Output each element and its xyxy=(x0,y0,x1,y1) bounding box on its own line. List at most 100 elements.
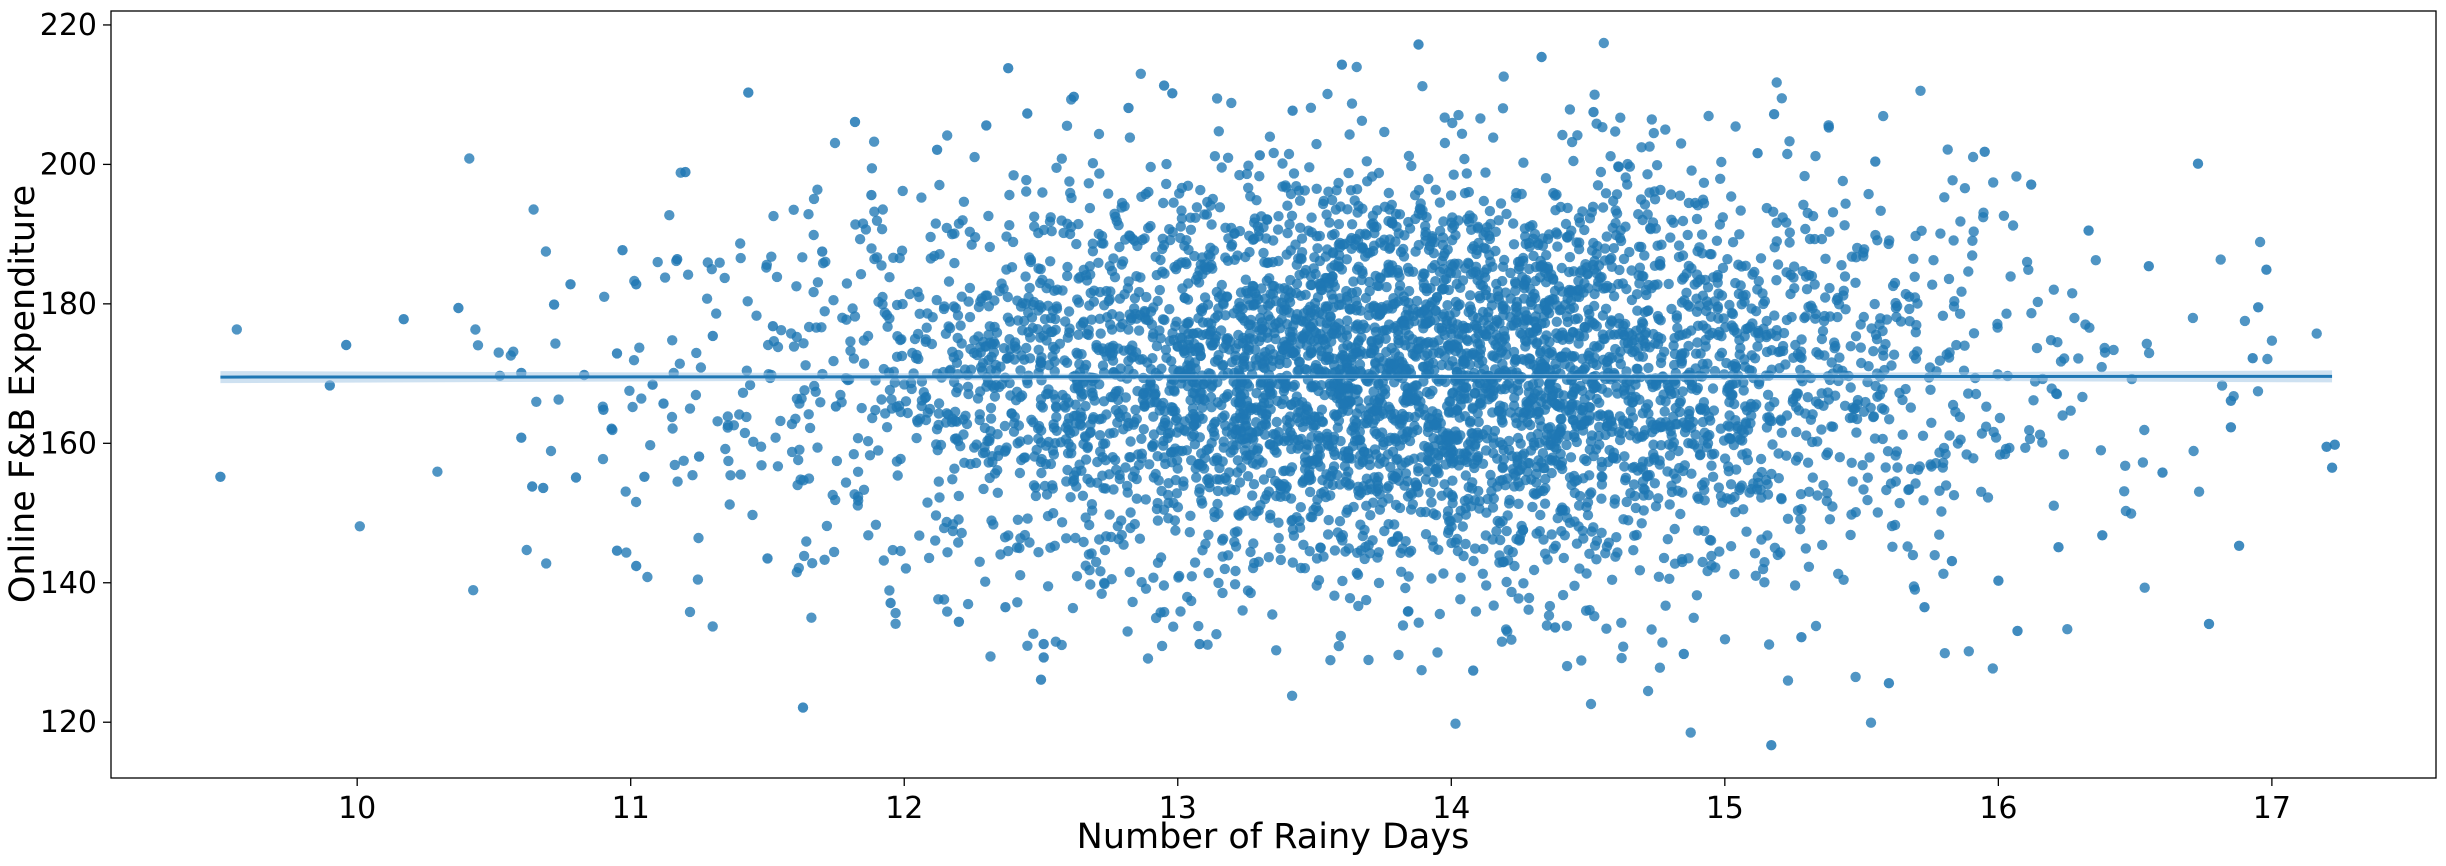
scatter-point xyxy=(682,269,694,280)
scatter-point xyxy=(1311,183,1322,194)
scatter-point xyxy=(953,490,964,502)
scatter-point xyxy=(1062,270,1073,282)
scatter-point xyxy=(1516,420,1527,431)
scatter-point xyxy=(947,519,959,530)
scatter-point xyxy=(1662,534,1674,545)
scatter-point xyxy=(541,558,552,569)
scatter-point xyxy=(1704,329,1715,341)
scatter-point xyxy=(1832,363,1844,375)
scatter-point xyxy=(1801,284,1813,295)
scatter-point xyxy=(1618,641,1629,652)
scatter-point xyxy=(987,456,998,468)
scatter-point xyxy=(1390,236,1401,247)
scatter-point xyxy=(895,545,906,557)
scatter-point xyxy=(2005,271,2016,282)
scatter-point xyxy=(1647,419,1658,431)
scatter-point xyxy=(1242,585,1254,596)
scatter-point xyxy=(1817,325,1829,337)
scatter-point xyxy=(1168,497,1179,509)
scatter-point xyxy=(1226,97,1237,109)
scatter-point xyxy=(1109,388,1121,399)
scatter-point xyxy=(1557,129,1568,141)
scatter-point xyxy=(958,196,970,207)
scatter-point xyxy=(1417,271,1428,283)
scatter-point xyxy=(1518,412,1529,423)
scatter-point xyxy=(1335,435,1346,447)
scatter-point xyxy=(1877,344,1889,356)
scatter-point xyxy=(1344,129,1355,140)
scatter-point xyxy=(1782,148,1793,160)
scatter-point xyxy=(1543,610,1555,621)
scatter-point xyxy=(1355,366,1366,377)
scatter-point xyxy=(1450,718,1461,729)
scatter-point xyxy=(1263,382,1274,394)
scatter-point xyxy=(1525,445,1537,456)
scatter-point xyxy=(1286,462,1298,473)
scatter-point xyxy=(1905,402,1917,413)
scatter-point xyxy=(1699,427,1710,438)
scatter-point xyxy=(2193,486,2205,497)
scatter-point xyxy=(1918,495,1929,506)
scatter-point xyxy=(1321,332,1333,343)
scatter-point xyxy=(1038,224,1050,236)
scatter-point xyxy=(1226,429,1238,440)
scatter-point xyxy=(1122,626,1133,637)
scatter-point xyxy=(1616,617,1627,628)
scatter-point xyxy=(722,411,733,422)
scatter-point xyxy=(1959,183,1971,194)
scatter-point xyxy=(974,409,985,420)
scatter-point xyxy=(985,413,997,424)
scatter-point xyxy=(1168,621,1179,632)
scatter-point xyxy=(1776,494,1787,505)
scatter-point xyxy=(1791,426,1802,438)
scatter-point xyxy=(1265,404,1276,415)
scatter-point xyxy=(866,163,878,174)
scatter-point xyxy=(1564,251,1576,263)
scatter-point xyxy=(1410,213,1421,225)
scatter-point xyxy=(1351,184,1363,195)
scatter-point xyxy=(737,387,749,398)
scatter-point xyxy=(751,310,762,321)
scatter-point xyxy=(930,535,941,546)
scatter-point xyxy=(1093,228,1105,240)
scatter-point xyxy=(1315,284,1327,295)
scatter-point xyxy=(1561,660,1573,672)
scatter-point xyxy=(828,355,839,367)
scatter-point xyxy=(1357,530,1369,542)
scatter-point xyxy=(2216,380,2228,391)
scatter-point xyxy=(847,303,858,314)
scatter-point xyxy=(1428,248,1440,259)
scatter-point xyxy=(1164,335,1176,347)
scatter-point xyxy=(1455,594,1466,605)
scatter-point xyxy=(1824,514,1836,525)
scatter-point xyxy=(1882,446,1894,457)
scatter-point xyxy=(1131,413,1143,425)
scatter-point xyxy=(1798,199,1809,210)
scatter-point xyxy=(1800,543,1812,554)
scatter-point xyxy=(1351,567,1363,579)
scatter-point xyxy=(1098,483,1109,494)
scatter-point xyxy=(886,394,897,405)
scatter-point xyxy=(1874,319,1885,330)
scatter-point xyxy=(1712,277,1723,288)
scatter-point xyxy=(1060,402,1071,413)
scatter-point xyxy=(1697,556,1708,568)
scatter-point xyxy=(1123,364,1134,375)
scatter-point xyxy=(870,404,881,416)
scatter-point xyxy=(1781,267,1792,278)
scatter-point xyxy=(1820,253,1831,264)
scatter-point xyxy=(1566,401,1578,413)
scatter-point xyxy=(866,243,877,254)
scatter-point xyxy=(1632,363,1643,375)
scatter-point xyxy=(891,351,903,362)
scatter-point xyxy=(1229,579,1241,590)
scatter-point xyxy=(1850,671,1861,683)
scatter-point xyxy=(1205,200,1216,211)
scatter-point xyxy=(992,487,1003,498)
scatter-point xyxy=(1011,386,1023,397)
scatter-point xyxy=(1557,589,1569,601)
scatter-point xyxy=(1755,484,1766,495)
scatter-point xyxy=(1350,320,1362,331)
scatter-point xyxy=(1297,332,1309,343)
scatter-point xyxy=(1470,606,1482,617)
